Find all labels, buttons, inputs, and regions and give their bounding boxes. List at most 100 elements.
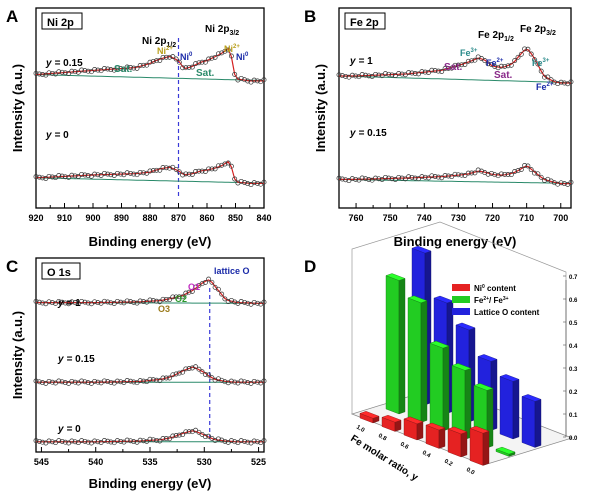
- data-point: [137, 169, 143, 175]
- data-point: [160, 54, 166, 60]
- data-point: [422, 174, 428, 180]
- data-point: [118, 66, 124, 72]
- data-point: [245, 439, 251, 445]
- data-point: [359, 175, 365, 181]
- data-point: [492, 64, 498, 69]
- data-point: [128, 378, 133, 384]
- data-point: [498, 171, 504, 177]
- data-point: [108, 172, 114, 178]
- data-point: [228, 378, 234, 384]
- x-tick-label: 700: [553, 213, 568, 223]
- bar-top: [499, 374, 520, 382]
- data-point: [508, 172, 514, 178]
- data-point: [202, 279, 208, 285]
- data-point: [228, 53, 234, 59]
- data-point: [131, 65, 137, 71]
- data-point: [412, 71, 418, 76]
- data-point: [196, 366, 202, 372]
- background-line: [338, 178, 572, 184]
- data-point: [522, 46, 528, 52]
- panel-a-spectra: [33, 47, 267, 188]
- data-point: [72, 439, 78, 445]
- ni-sat-label-1: Sat.: [114, 64, 133, 75]
- data-point: [134, 65, 140, 71]
- ni0-label-1: Ni0: [180, 52, 193, 62]
- data-point: [82, 68, 88, 74]
- data-point: [186, 171, 192, 177]
- data-point: [72, 300, 78, 306]
- data-point: [82, 299, 88, 305]
- data-point: [251, 77, 257, 83]
- data-point: [219, 162, 225, 168]
- data-point: [422, 69, 428, 75]
- data-point: [176, 169, 182, 175]
- data-point: [336, 72, 342, 78]
- data-point: [82, 172, 88, 178]
- data-point: [376, 176, 382, 182]
- data-point: [255, 180, 260, 186]
- data-point: [189, 172, 195, 177]
- data-point: [167, 165, 172, 171]
- data-point: [449, 65, 455, 71]
- legend-swatch-fe: [452, 296, 470, 303]
- data-point: [363, 176, 368, 182]
- data-point: [40, 439, 45, 445]
- data-point: [561, 181, 567, 187]
- data-point: [79, 67, 85, 73]
- data-point: [36, 299, 42, 305]
- x-tick-label: 870: [171, 213, 186, 223]
- data-point: [455, 62, 461, 68]
- fe3-label-1: Fe3+: [460, 48, 478, 58]
- data-point: [33, 438, 39, 444]
- data-point: [163, 375, 169, 381]
- data-point: [196, 60, 202, 66]
- data-point: [255, 78, 260, 84]
- z-tick-label: 0.6: [569, 298, 578, 304]
- data-point: [465, 58, 471, 64]
- data-point: [186, 64, 192, 70]
- data-point: [406, 174, 412, 180]
- panel-b-xlabel: Binding energy (eV): [394, 234, 517, 249]
- fe2-label-1: Fe2+: [486, 58, 504, 68]
- panel-a-xlabel: Binding energy (eV): [89, 234, 212, 249]
- data-point: [72, 379, 78, 385]
- panel-a-y1: y = 0.15: [45, 58, 83, 69]
- data-point: [88, 173, 94, 179]
- data-point: [538, 68, 544, 74]
- data-point: [439, 69, 445, 74]
- data-point: [124, 64, 130, 70]
- panel-b-y2: y = 0.15: [349, 128, 387, 139]
- data-point: [206, 372, 212, 378]
- data-point: [512, 58, 518, 64]
- data-point: [163, 296, 169, 302]
- data-point: [95, 172, 101, 178]
- data-point: [46, 438, 52, 444]
- data-point: [251, 180, 257, 186]
- data-point: [215, 163, 221, 169]
- bar: [407, 295, 428, 423]
- data-point: [199, 369, 205, 375]
- data-point: [386, 175, 392, 181]
- data-point: [452, 62, 458, 68]
- panel-b-frame: [338, 7, 572, 209]
- fe-2p12-label: Fe 2p1/2: [478, 30, 514, 43]
- bar: [451, 363, 472, 440]
- ni-sat-label-2: Sat.: [196, 68, 215, 79]
- bar: [385, 273, 406, 415]
- data-point: [222, 379, 228, 385]
- data-point: [176, 59, 182, 65]
- data-point: [202, 169, 208, 174]
- data-point: [435, 68, 441, 74]
- data-point: [131, 439, 137, 445]
- data-point: [49, 300, 55, 306]
- data-point: [111, 67, 117, 73]
- data-point: [251, 378, 257, 384]
- data-point: [124, 298, 130, 304]
- data-point: [535, 171, 541, 177]
- data-point: [49, 174, 55, 180]
- data-point: [399, 175, 405, 181]
- data-point: [69, 299, 75, 305]
- category-tick-label: 0.8: [377, 433, 388, 443]
- data-point: [475, 167, 481, 173]
- x-tick-label: 890: [114, 213, 129, 223]
